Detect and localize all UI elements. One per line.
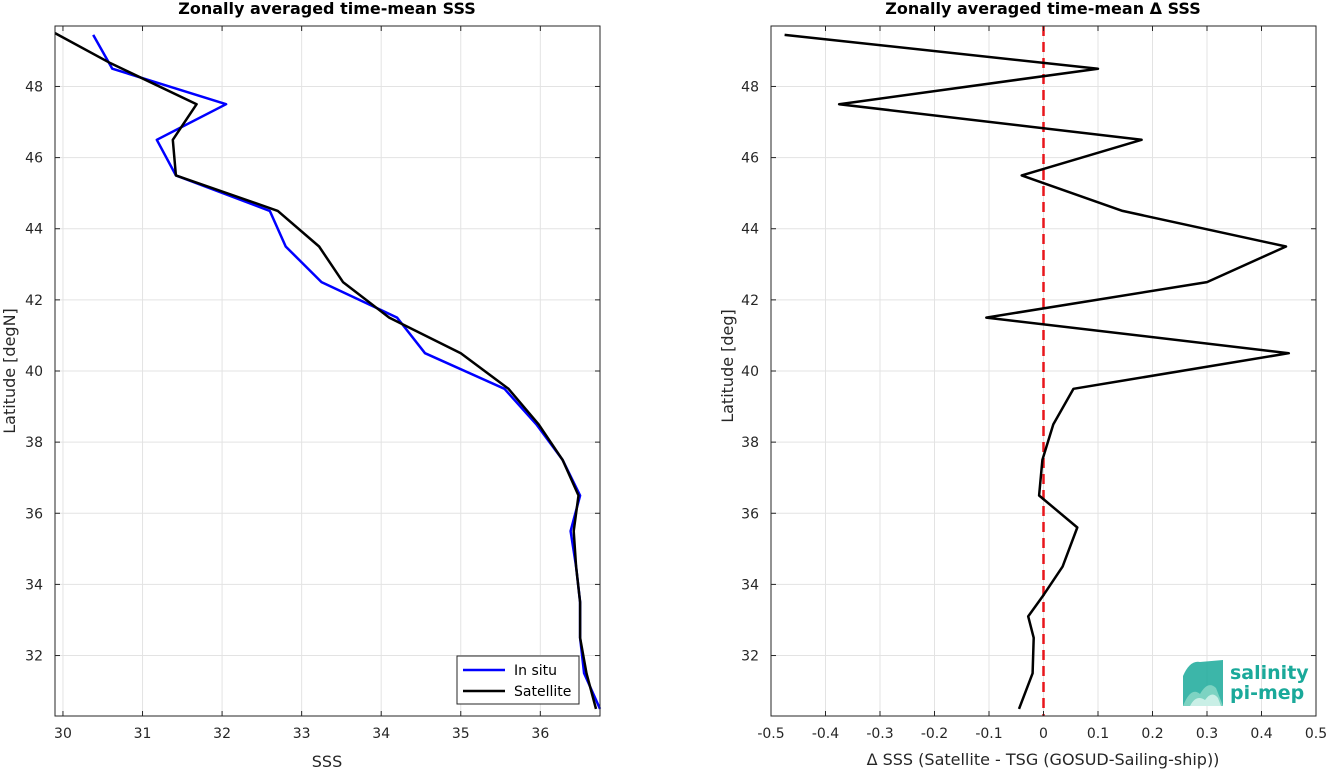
tick-layer: 30 31 32 33 34 35 36 32 34 36 38 40 42 44 46 48: [25, 26, 600, 742]
delta-sss-panel: Zonally averaged time-mean Δ SSS -0.5 -0.…: [718, 0, 1327, 769]
logo-text-salinity: salinity: [1230, 662, 1309, 684]
y-tick-label: 36: [741, 506, 759, 522]
y-tick-label: 38: [25, 435, 43, 451]
y-tick-label: 44: [741, 222, 759, 238]
y-tick-label: 46: [741, 151, 759, 167]
x-axis-label: Δ SSS (Satellite - TSG (GOSUD-Sailing-sh…: [867, 750, 1220, 769]
legend: In situ Satellite: [456, 655, 580, 705]
x-axis-label: SSS: [312, 752, 342, 770]
y-tick-label: 32: [25, 649, 43, 665]
wave-logo-icon: [1183, 660, 1223, 706]
legend-box: [456, 655, 580, 705]
logo-text-pi-mep: pi-mep: [1230, 682, 1304, 704]
x-tick-label: 0.1: [1087, 726, 1109, 742]
x-tick-label: 33: [293, 726, 311, 742]
tick-layer: -0.5 -0.4 -0.3 -0.2 -0.1 0 0.1 0.2 0.3 0.4 0.5 32 34…: [741, 26, 1327, 742]
y-tick-label: 34: [741, 577, 759, 593]
chart-title: Zonally averaged time-mean Δ SSS: [885, 0, 1201, 18]
y-tick-label: 46: [25, 151, 43, 167]
x-tick-label: 31: [134, 726, 152, 742]
y-tick-label: 44: [25, 222, 43, 238]
y-tick-label: 36: [25, 506, 43, 522]
y-axis-label: Latitude [degN]: [0, 308, 19, 434]
y-tick-label: 42: [741, 293, 759, 309]
x-tick-label: 0: [1039, 726, 1048, 742]
y-tick-label: 32: [741, 649, 759, 665]
legend-label-satellite: Satellite: [514, 684, 571, 700]
x-tick-label: 0.2: [1141, 726, 1163, 742]
x-tick-label: 0.5: [1305, 726, 1327, 742]
y-tick-label: 38: [741, 435, 759, 451]
salinity-pi-mep-logo: salinity pi-mep: [1183, 660, 1309, 706]
sss-profile-panel: Zonally averaged time-mean SSS 30 31 32 33 3…: [0, 0, 602, 770]
y-tick-label: 40: [25, 364, 43, 380]
grid: [55, 26, 600, 716]
x-tick-label: 34: [372, 726, 390, 742]
x-tick-label: -0.1: [975, 726, 1002, 742]
y-tick-label: 40: [741, 364, 759, 380]
chart-title: Zonally averaged time-mean SSS: [178, 0, 476, 18]
series-line-delta-sss: [784, 33, 1291, 710]
y-axis-label: Latitude [deg]: [718, 309, 737, 423]
x-tick-label: 0.4: [1250, 726, 1272, 742]
x-tick-label: 35: [452, 726, 470, 742]
series-line-satellite: [54, 32, 598, 710]
series-layer: [784, 33, 1291, 710]
legend-label-in-situ: In situ: [514, 663, 557, 679]
x-tick-label: 32: [213, 726, 231, 742]
x-tick-label: 30: [54, 726, 72, 742]
y-tick-label: 34: [25, 577, 43, 593]
x-tick-label: -0.5: [757, 726, 784, 742]
y-tick-label: 48: [25, 79, 43, 95]
x-tick-label: -0.2: [921, 726, 948, 742]
x-tick-label: 0.3: [1196, 726, 1218, 742]
series-layer: [54, 32, 602, 710]
y-tick-label: 48: [741, 79, 759, 95]
x-tick-label: -0.4: [812, 726, 839, 742]
y-tick-label: 42: [25, 293, 43, 309]
x-tick-label: -0.3: [866, 726, 893, 742]
x-tick-label: 36: [531, 726, 549, 742]
